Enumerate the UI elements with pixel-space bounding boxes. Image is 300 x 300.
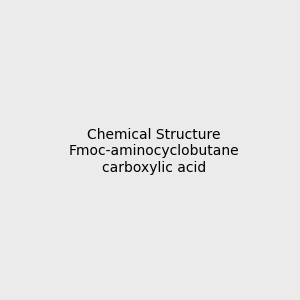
Text: Chemical Structure
Fmoc-aminocyclobutane
carboxylic acid: Chemical Structure Fmoc-aminocyclobutane… bbox=[68, 128, 239, 175]
